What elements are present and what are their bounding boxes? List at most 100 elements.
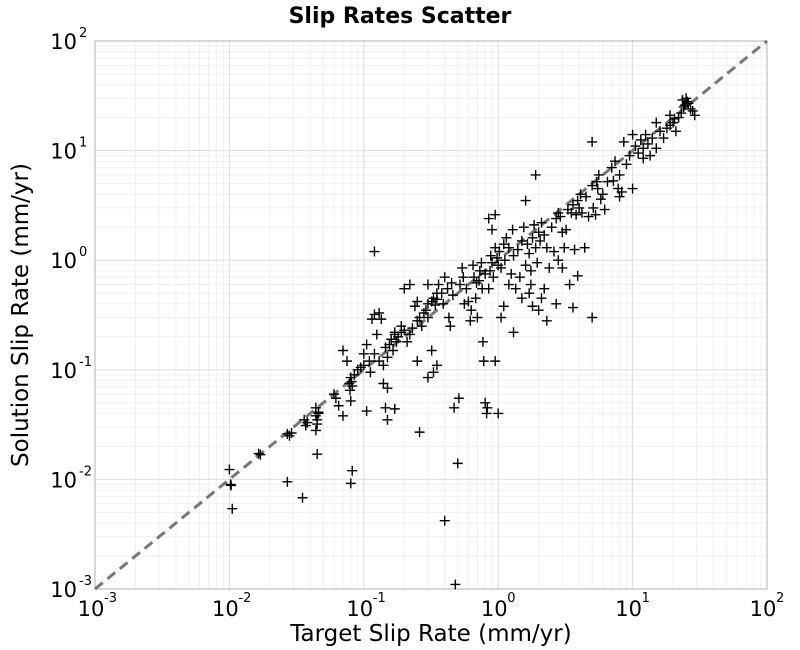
data-point [227, 503, 238, 514]
data-point [487, 257, 498, 268]
data-point [384, 339, 395, 350]
data-point [414, 427, 425, 438]
data-point [544, 262, 555, 273]
data-point [474, 275, 485, 286]
data-point [466, 305, 477, 316]
data-point [286, 428, 297, 439]
y-tick-label: 10 2 [50, 26, 87, 54]
data-point [472, 312, 483, 323]
x-tick-exponent: 1 [642, 591, 650, 606]
data-point [445, 321, 456, 332]
data-point [621, 159, 632, 170]
data-point [345, 395, 356, 406]
data-point [627, 129, 638, 140]
data-point [461, 283, 472, 294]
data-point [436, 288, 447, 299]
x-tick-base: 10 [346, 597, 373, 621]
data-point [364, 356, 375, 367]
data-point [253, 448, 264, 459]
data-point [638, 153, 649, 164]
y-tick-exponent: 2 [79, 26, 87, 41]
data-point [474, 265, 485, 276]
data-point [536, 217, 547, 228]
data-point [658, 133, 669, 144]
y-tick-base: 10 [50, 249, 77, 273]
data-point [442, 283, 453, 294]
data-point [551, 298, 562, 309]
data-point [575, 189, 586, 200]
data-point [676, 108, 687, 119]
data-point [595, 194, 606, 205]
data-point [553, 207, 564, 218]
data-point [443, 312, 454, 323]
data-point [651, 143, 662, 154]
data-point [503, 279, 514, 290]
data-point [481, 408, 492, 419]
data-point [539, 229, 550, 240]
x-tick-exponent: 2 [776, 591, 784, 606]
data-point [524, 288, 535, 299]
y-tick-label: 10 0 [50, 245, 87, 273]
data-point [490, 356, 501, 367]
data-point [313, 408, 324, 419]
data-point [524, 248, 535, 259]
data-point [476, 257, 487, 268]
data-point [567, 302, 578, 313]
data-point [606, 162, 617, 173]
data-point [588, 202, 599, 213]
data-point [438, 298, 449, 309]
data-point [450, 579, 461, 590]
x-tick-exponent: -2 [238, 591, 251, 606]
data-point [388, 345, 399, 356]
data-point [593, 169, 604, 180]
data-point [380, 402, 391, 413]
y-tick-exponent: 1 [79, 136, 87, 151]
data-point [525, 265, 536, 276]
data-point [358, 348, 369, 359]
data-point [532, 257, 543, 268]
data-point [624, 150, 635, 161]
data-point [382, 414, 393, 425]
data-point [498, 239, 509, 250]
data-point [488, 272, 499, 283]
data-point [347, 381, 358, 392]
y-tick-label: 10 -2 [50, 464, 92, 492]
data-point [535, 235, 546, 246]
data-point [420, 305, 431, 316]
data-point [465, 315, 476, 326]
data-point [638, 143, 649, 154]
y-tick-label: 10 -1 [50, 355, 92, 383]
x-tick-label: 10 2 [750, 591, 785, 621]
data-point [310, 425, 321, 436]
data-point [422, 312, 433, 323]
data-point [645, 150, 656, 161]
data-point [576, 207, 587, 218]
data-point [635, 134, 646, 145]
data-point [614, 191, 625, 202]
x-tick-label: 10 -3 [78, 591, 117, 621]
data-point [409, 301, 420, 312]
data-point [616, 186, 627, 197]
y-tick-label: 10 -3 [50, 574, 92, 602]
chart-title: Slip Rates Scatter [289, 4, 512, 29]
data-point [572, 270, 583, 281]
data-point [514, 272, 525, 283]
data-point [447, 290, 458, 301]
data-points [224, 93, 700, 590]
data-point [407, 323, 418, 334]
data-point [506, 268, 517, 279]
data-point [342, 356, 353, 367]
data-point [587, 136, 598, 147]
data-point [376, 314, 387, 325]
data-point [564, 279, 575, 290]
data-point [590, 209, 601, 220]
data-point [530, 169, 541, 180]
data-point [361, 406, 372, 417]
data-point [412, 356, 423, 367]
data-point [374, 356, 385, 367]
data-point [369, 309, 380, 320]
data-point [498, 301, 509, 312]
data-point [471, 277, 482, 288]
